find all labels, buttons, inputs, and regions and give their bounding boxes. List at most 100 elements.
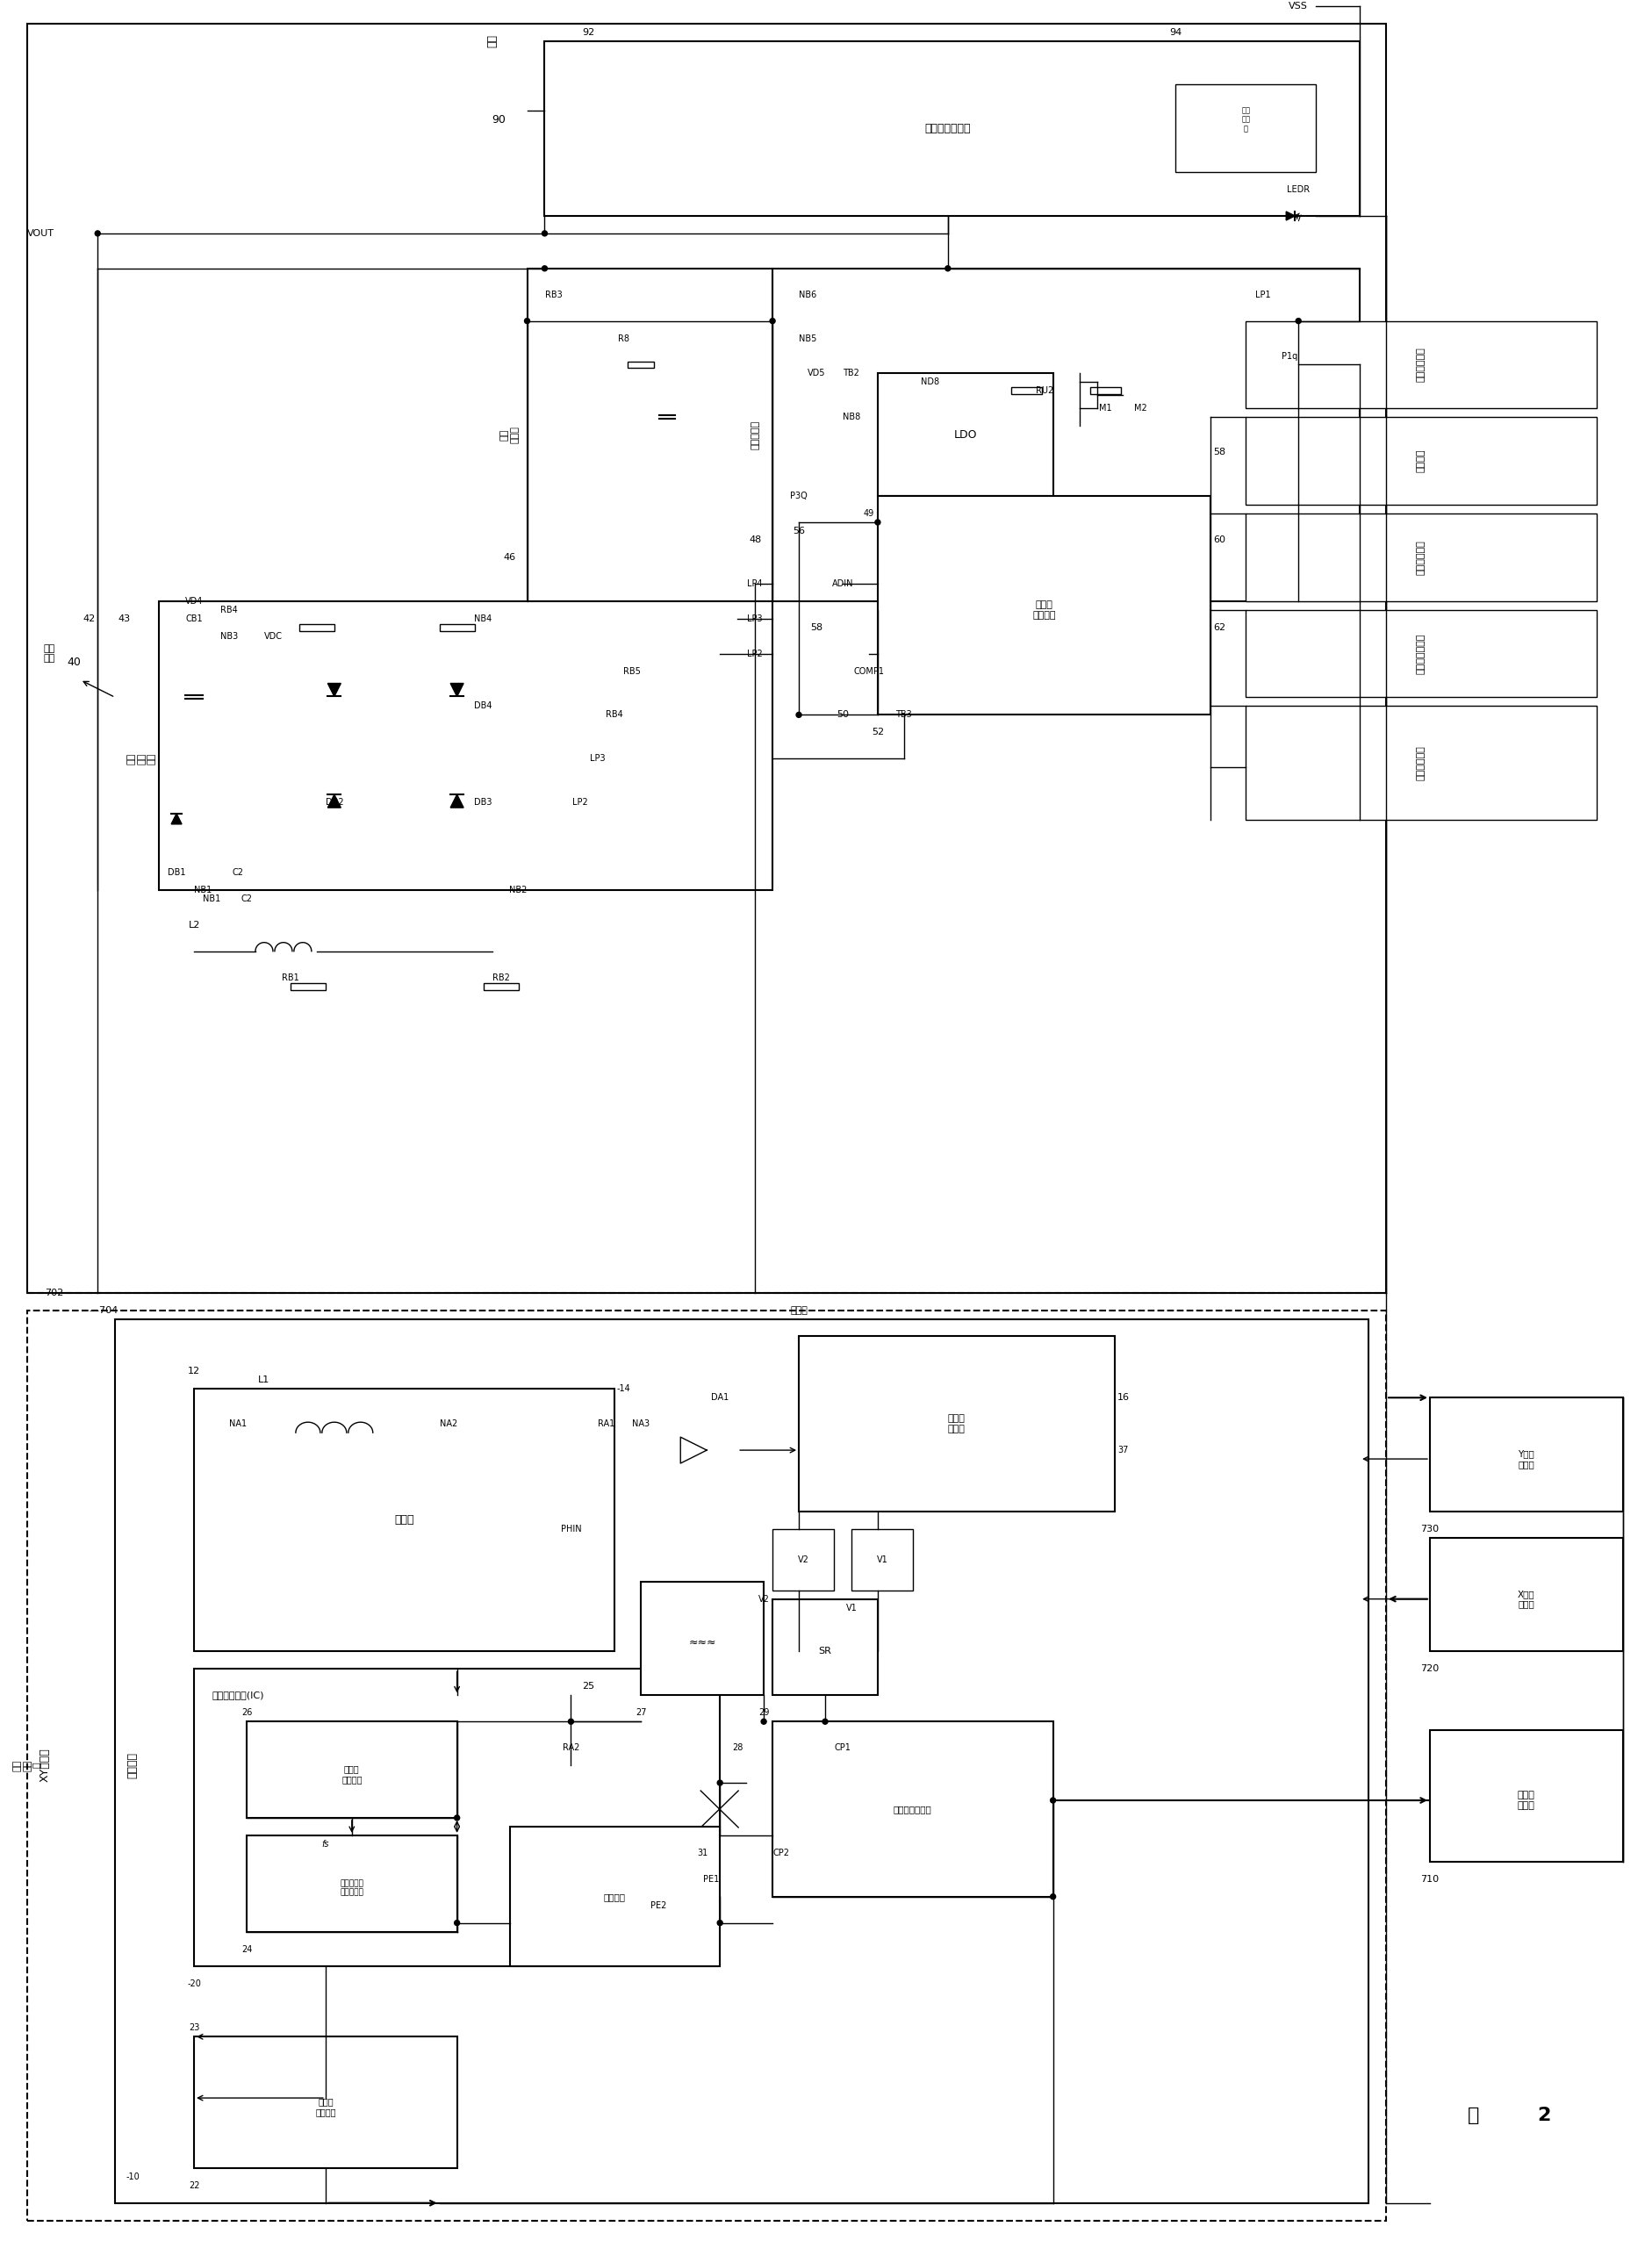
Text: LP1: LP1 (1256, 290, 1270, 299)
Text: 60: 60 (1214, 535, 1226, 544)
Text: M1: M1 (1099, 405, 1112, 414)
Text: RB3: RB3 (545, 290, 562, 299)
Text: X方向
致动器: X方向 致动器 (1518, 1589, 1535, 1610)
Text: LP3: LP3 (747, 614, 763, 623)
Text: 26: 26 (241, 1708, 253, 1717)
Text: 锂离
子电
池: 锂离 子电 池 (1241, 106, 1251, 133)
Circle shape (524, 319, 530, 324)
Text: 710: 710 (1421, 1875, 1439, 1884)
Polygon shape (327, 794, 340, 807)
Text: V1: V1 (877, 1556, 887, 1565)
Bar (193, 1668, 720, 1967)
Text: 频率检测电路: 频率检测电路 (1417, 540, 1426, 575)
Circle shape (823, 1720, 828, 1724)
Polygon shape (451, 683, 464, 697)
Text: NB8: NB8 (843, 414, 861, 423)
Text: NA3: NA3 (633, 1418, 649, 1427)
Text: P3Q: P3Q (790, 492, 808, 501)
Bar (773, 1722, 1052, 1897)
Circle shape (876, 519, 881, 526)
Text: COMP1: COMP1 (854, 668, 884, 674)
Circle shape (945, 265, 950, 272)
Text: 受电
整流
电路: 受电 整流 电路 (127, 753, 155, 764)
Bar (1246, 513, 1596, 600)
Text: 2: 2 (1536, 2106, 1551, 2124)
Text: 送电装置: 送电装置 (127, 1751, 139, 1778)
Bar (851, 1529, 914, 1589)
Bar (1431, 1538, 1622, 1652)
Text: 受电控制装置: 受电控制装置 (1417, 746, 1426, 780)
Bar (1176, 85, 1317, 173)
Text: 58: 58 (1213, 447, 1226, 456)
Circle shape (542, 265, 547, 272)
Bar (246, 1722, 458, 1819)
Bar (193, 2037, 458, 2167)
Bar (193, 1389, 615, 1652)
Bar (299, 625, 334, 632)
Text: RB4: RB4 (606, 710, 623, 719)
Text: 送电控制装置(IC): 送电控制装置(IC) (211, 1690, 264, 1699)
Bar (877, 373, 1052, 497)
Text: L2: L2 (188, 922, 200, 928)
Bar (28, 22, 1386, 1293)
Bar (291, 982, 325, 989)
Text: VOUT: VOUT (28, 229, 55, 238)
Text: NA2: NA2 (439, 1418, 458, 1427)
Circle shape (568, 1720, 573, 1724)
Text: V2: V2 (758, 1594, 770, 1603)
Text: LP2: LP2 (747, 650, 763, 659)
Bar (439, 625, 474, 632)
Text: NB6: NB6 (798, 290, 816, 299)
Text: 24: 24 (241, 1945, 253, 1954)
Text: XY载物台: XY载物台 (40, 1749, 51, 1783)
Text: NA1: NA1 (230, 1418, 246, 1427)
Text: 负载: 负载 (486, 34, 497, 47)
Text: 负载
调制部: 负载 调制部 (501, 427, 519, 443)
Text: 62: 62 (1213, 623, 1226, 632)
Text: RB1: RB1 (282, 973, 299, 982)
Text: DB1: DB1 (167, 868, 185, 877)
Bar (1246, 706, 1596, 821)
Text: 波形监
视电路: 波形监 视电路 (948, 1414, 965, 1434)
Text: LDO: LDO (953, 429, 976, 441)
Text: 92: 92 (582, 27, 595, 36)
Text: 31: 31 (697, 1848, 707, 1857)
Text: RA2: RA2 (562, 1744, 580, 1751)
Bar (484, 982, 519, 989)
Text: 驱动器
控制电路: 驱动器 控制电路 (342, 1765, 362, 1783)
Text: 50: 50 (836, 710, 849, 719)
Bar (527, 268, 773, 600)
Text: LP2: LP2 (572, 798, 588, 807)
Text: -14: -14 (616, 1385, 631, 1394)
Text: TB2: TB2 (843, 369, 859, 378)
Text: NB2: NB2 (509, 886, 527, 895)
Text: 46: 46 (504, 553, 515, 562)
Text: P1q: P1q (1282, 351, 1298, 360)
Text: V1: V1 (846, 1603, 857, 1612)
Text: RB4: RB4 (220, 605, 238, 614)
Bar (1246, 321, 1596, 409)
Bar (773, 1529, 834, 1589)
Bar (1431, 1731, 1622, 1861)
Text: 52: 52 (872, 728, 884, 737)
Text: CP2: CP2 (773, 1848, 790, 1857)
Text: M2: M2 (1135, 405, 1146, 414)
Text: ≈≈≈: ≈≈≈ (689, 1637, 717, 1648)
Polygon shape (451, 794, 464, 807)
Text: 23: 23 (188, 2023, 200, 2032)
Circle shape (1051, 1895, 1056, 1900)
Bar (509, 1828, 720, 1967)
Circle shape (770, 319, 775, 324)
Text: 720: 720 (1421, 1664, 1439, 1673)
Text: 驱动时钟脉
冲生成电路: 驱动时钟脉 冲生成电路 (340, 1879, 363, 1897)
Text: fs: fs (322, 1839, 329, 1848)
Text: PE1: PE1 (704, 1875, 719, 1884)
Bar (641, 1583, 763, 1695)
Text: PE2: PE2 (651, 1902, 667, 1911)
Text: RA1: RA1 (598, 1418, 615, 1427)
Text: VDC: VDC (264, 632, 282, 641)
Text: 显示部: 显示部 (790, 1306, 808, 1315)
Bar (773, 1598, 877, 1695)
Text: C2: C2 (233, 868, 243, 877)
Bar (545, 40, 1360, 216)
